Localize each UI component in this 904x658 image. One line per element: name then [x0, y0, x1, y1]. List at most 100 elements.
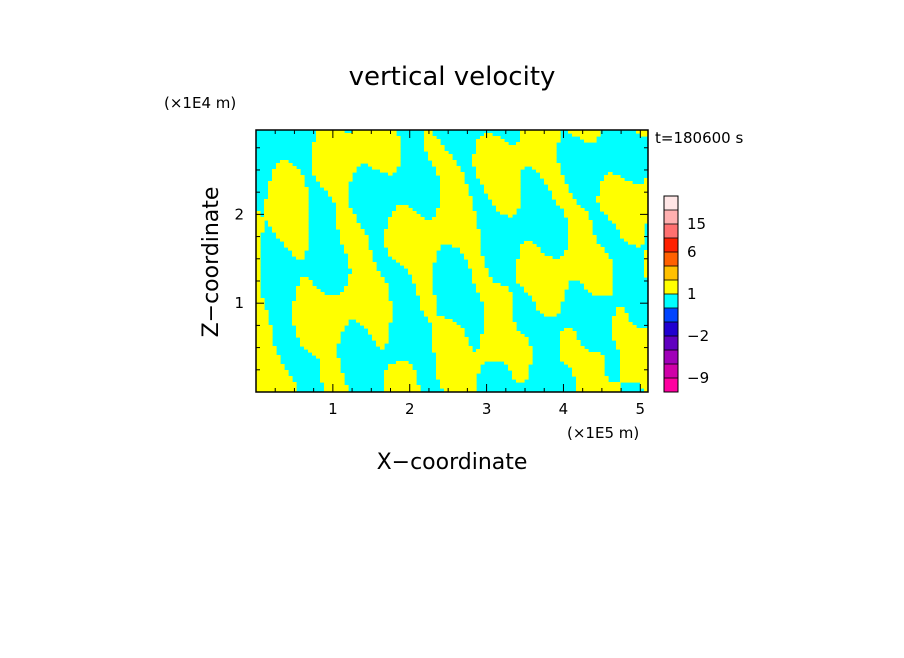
field-updraft-patch [268, 223, 309, 227]
field-updraft-patch [484, 325, 517, 329]
field-updraft-patch [480, 346, 533, 350]
field-updraft-patch [256, 229, 265, 233]
field-updraft-patch [560, 334, 577, 338]
field-updraft-patch [436, 172, 465, 176]
field-updraft-patch [348, 274, 381, 278]
field-updraft-patch [432, 346, 473, 350]
field-updraft-patch [440, 379, 477, 383]
field-updraft-patch [616, 226, 645, 230]
field-updraft-patch [612, 337, 648, 341]
field-updraft-patch [436, 370, 481, 374]
field-updraft-patch [344, 289, 389, 293]
field-updraft-patch [388, 247, 441, 251]
field-updraft-patch [600, 208, 648, 212]
field-updraft-patch [644, 268, 648, 272]
field-updraft-patch [320, 367, 341, 371]
field-updraft-patch [268, 220, 309, 224]
field-updraft-patch [436, 364, 481, 368]
field-updraft-patch [484, 310, 513, 314]
field-updraft-patch [256, 358, 281, 362]
field-updraft-patch [272, 169, 301, 173]
field-updraft-patch [432, 334, 465, 338]
field-updraft-patch [488, 193, 521, 197]
field-updraft-patch [620, 361, 648, 365]
field-updraft-patch [256, 334, 273, 338]
field-updraft-patch [568, 244, 601, 248]
field-updraft-patch [256, 214, 261, 218]
field-updraft-patch [300, 340, 341, 344]
field-updraft-patch [584, 139, 597, 143]
colorbar-swatch [664, 210, 678, 225]
field-updraft-patch [376, 343, 385, 347]
field-updraft-patch [320, 184, 349, 188]
field-updraft-patch [256, 361, 281, 365]
field-updraft-patch [256, 277, 261, 281]
field-updraft-patch [440, 385, 477, 389]
field-updraft-patch [608, 214, 648, 218]
colorbar-swatch [664, 280, 678, 295]
x-unit-label: (×1E5 m) [567, 424, 639, 442]
field-updraft-patch [256, 268, 261, 272]
field-updraft-patch [432, 340, 469, 344]
field-updraft-patch [384, 229, 481, 233]
field-updraft-patch [312, 142, 401, 146]
colorbar-swatch [664, 350, 678, 365]
field-updraft-patch [268, 196, 309, 200]
field-updraft-patch [272, 226, 309, 230]
field-updraft-patch [352, 268, 377, 272]
field-updraft-patch [384, 244, 441, 248]
field-updraft-patch [420, 298, 437, 302]
field-updraft-patch [348, 253, 373, 257]
field-updraft-patch [256, 280, 261, 284]
field-updraft-patch [428, 316, 445, 320]
field-updraft-patch [256, 241, 261, 245]
field-updraft-patch [436, 355, 533, 359]
field-updraft-patch [520, 283, 569, 287]
field-updraft-patch [508, 214, 513, 218]
field-updraft-patch [612, 328, 648, 332]
field-updraft-patch [480, 292, 513, 296]
x-axis-label: X−coordinate [377, 450, 528, 475]
field-updraft-patch [360, 322, 389, 326]
y-axis: 12 [234, 147, 648, 371]
field-updraft-patch [568, 223, 593, 227]
field-updraft-patch [308, 349, 337, 353]
field-updraft-patch [348, 256, 373, 260]
field-updraft-patch [348, 280, 385, 284]
field-updraft-patch [476, 175, 521, 179]
field-updraft-patch [436, 352, 533, 356]
field-updraft-patch [292, 313, 393, 317]
field-updraft-patch [428, 319, 453, 323]
field-updraft-patch [424, 142, 441, 146]
field-updraft-patch [368, 328, 389, 332]
field-updraft-patch [376, 340, 389, 344]
field-updraft-patch [492, 199, 521, 203]
field-updraft-patch [312, 157, 401, 161]
field-updraft-patch [264, 202, 309, 206]
field-updraft-patch [568, 217, 589, 221]
field-updraft-patch [552, 190, 569, 194]
field-updraft-patch [592, 292, 613, 296]
field-updraft-patch [416, 283, 433, 287]
field-updraft-patch [292, 322, 349, 326]
field-updraft-patch [600, 193, 648, 197]
field-updraft-patch [644, 274, 648, 278]
field-updraft-patch [256, 232, 261, 236]
field-updraft-patch [560, 346, 585, 350]
field-updraft-patch [340, 238, 369, 242]
field-updraft-patch [256, 211, 261, 215]
field-updraft-patch [492, 202, 521, 206]
field-updraft-patch [644, 181, 648, 185]
field-updraft-patch [300, 280, 313, 284]
x-axis: 1 2 3 4 5 [274, 130, 646, 418]
field-updraft-patch [608, 172, 613, 176]
field-updraft-patch [424, 148, 445, 152]
field-updraft-patch [312, 148, 401, 152]
colorbar-tick-label: 6 [687, 243, 697, 261]
field-updraft-patch [484, 304, 513, 308]
field-updraft-patch [560, 337, 577, 341]
x-tick-label: 5 [636, 400, 646, 418]
field-updraft-patch [516, 265, 613, 269]
field-updraft-patch [564, 361, 605, 365]
field-updraft-patch [616, 307, 625, 311]
